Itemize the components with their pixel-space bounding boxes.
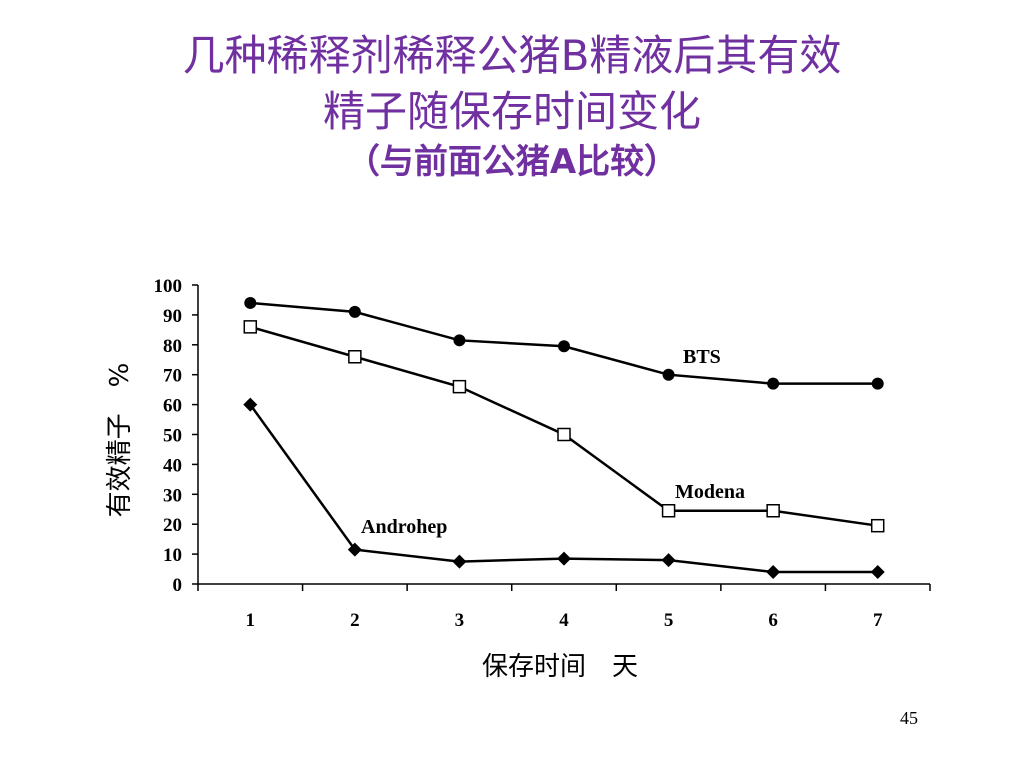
data-point-androhep [243,397,258,412]
data-point-bts [662,368,675,381]
data-point-bts [871,377,884,390]
data-point-modena [557,427,571,442]
y-tick-label: 80 [163,336,182,357]
x-axis-ticks: 1 2 3 4 5 6 7 [197,584,931,631]
y-tick-label: 100 [154,276,183,297]
data-point-bts [558,340,570,353]
y-tick-label: 40 [163,455,182,476]
data-point-modena [870,518,885,533]
data-point-androhep [766,565,781,580]
data-point-modena [661,503,676,518]
series-line-modena [249,325,878,527]
y-tick-label: 0 [173,575,183,596]
series-label-bts: BTS [683,346,721,368]
x-tick-label: 1 [246,610,256,631]
data-point-modena [348,350,362,364]
data-point-bts [348,305,361,318]
data-point-bts [244,296,257,309]
slide-title-block: 几种稀释剂稀释公猪B精液后其有效 精子随保存时间变化 （与前面公猪A比较） [0,28,1024,184]
slide-title-line-1: 几种稀释剂稀释公猪B精液后其有效 [182,31,842,80]
data-point-androhep [661,553,676,568]
slide-title-line-2: 精子随保存时间变化 [322,87,701,136]
y-tick-label: 30 [163,485,182,506]
x-tick-label: 6 [768,610,778,631]
y-tick-label: 60 [163,396,182,417]
y-tick-label: 90 [163,306,182,327]
data-point-bts [767,377,780,390]
data-point-androhep [452,554,467,569]
data-point-bts [453,334,466,347]
data-point-modena [766,503,780,518]
chart-series [243,296,885,580]
series-label-modena: Modena [675,481,745,503]
slide-subtitle: （与前面公猪A比较） [345,142,679,182]
y-tick-label: 20 [163,515,182,536]
data-point-androhep [557,551,571,566]
y-axis-title: 有效精子 % [105,363,135,518]
x-tick-label: 4 [559,610,569,631]
data-point-modena [243,320,258,334]
data-point-modena [452,379,467,394]
y-tick-label: 70 [163,366,182,387]
x-tick-label: 5 [664,610,674,631]
series-labels: BTS Modena Androhep [361,346,745,538]
y-axis-ticks: 0 10 20 30 40 50 60 70 80 90 100 [154,276,198,596]
x-tick-label: 7 [873,610,883,631]
x-axis-title: 保存时间 天 [482,652,638,682]
data-point-androhep [347,542,362,557]
y-tick-label: 50 [163,426,182,447]
x-tick-label: 3 [455,610,465,631]
x-tick-label: 2 [350,610,360,631]
series-label-androhep: Androhep [361,516,447,538]
page-number: 45 [900,708,918,728]
y-tick-label: 10 [163,545,182,566]
data-point-androhep [870,565,885,580]
